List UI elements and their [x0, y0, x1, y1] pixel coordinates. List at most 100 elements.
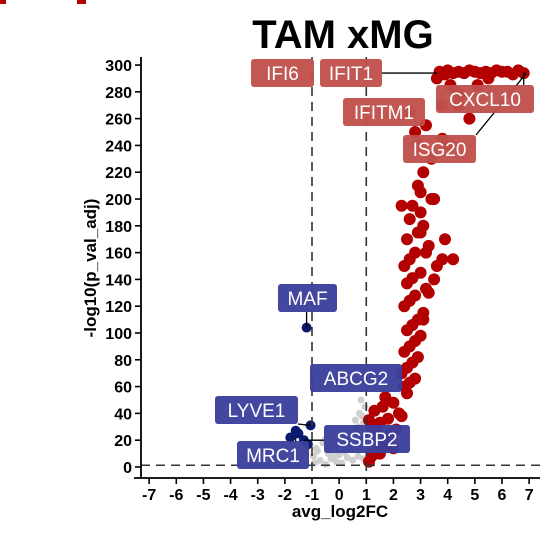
data-point-up: [401, 233, 413, 246]
data-point-ns: [309, 452, 317, 460]
gene-label-ifitm1: IFITM1: [354, 103, 414, 124]
gene-label-box-ifi6: [251, 59, 314, 87]
gene-label-lyve1: LYVE1: [228, 401, 286, 422]
y-tick-label: 180: [105, 219, 132, 236]
gene-label-mrc1: MRC1: [246, 446, 300, 467]
gene-label-box-mrc1: [237, 441, 309, 469]
chart-title: TAM xMG: [252, 13, 433, 57]
data-point-up: [428, 273, 441, 286]
x-axis-title: avg_log2FC: [292, 502, 388, 521]
y-tick-label: 100: [105, 326, 132, 343]
data-point-up: [447, 253, 460, 266]
data-point-up: [403, 213, 416, 226]
gene-label-ssbp2: SSBP2: [336, 430, 397, 451]
y-tick-label: 220: [105, 165, 132, 182]
data-point-ns: [361, 403, 369, 411]
data-point-ns: [335, 451, 343, 459]
data-point-up: [422, 286, 435, 299]
y-tick-label: 80: [114, 353, 132, 370]
cropped-red-mark: [0, 0, 6, 4]
y-tick-label: 40: [114, 406, 132, 423]
y-tick-label: 60: [114, 380, 132, 397]
x-tick-label: -7: [142, 487, 156, 504]
data-point-ns: [322, 460, 330, 468]
data-point-up: [409, 372, 422, 385]
gene-label-abcg2: ABCG2: [324, 369, 388, 390]
x-tick-label: -2: [278, 487, 292, 504]
data-point-up: [436, 253, 449, 266]
gene-label-ifi6: IFI6: [266, 64, 299, 85]
x-tick-label: -3: [251, 487, 265, 504]
gene-label-box-lyve1: [215, 396, 298, 424]
axes: 0204060801001201401601802002202402602803…: [105, 57, 540, 504]
data-point-ns: [312, 444, 320, 452]
gene-label-box-isg20: [403, 135, 476, 163]
data-point-up: [414, 329, 427, 342]
y-tick-label: 260: [105, 112, 132, 129]
data-point-ns: [332, 458, 340, 466]
data-point-up: [428, 193, 441, 205]
data-point-down: [290, 425, 301, 436]
x-tick-label: 2: [389, 487, 398, 504]
data-point-ns: [316, 456, 324, 464]
gene-label-box-ssbp2: [324, 425, 410, 453]
y-tick-label: 0: [123, 460, 132, 477]
data-point-up: [363, 414, 375, 427]
y-tick-label: 160: [105, 246, 132, 263]
data-point-up: [414, 226, 427, 239]
x-tick-label: -1: [305, 487, 319, 504]
cropped-red-mark-2: [77, 0, 86, 4]
y-tick-label: 300: [105, 58, 132, 75]
data-point-up: [395, 410, 408, 423]
gene-label-box-cxcl10: [436, 85, 534, 113]
data-point-ns: [351, 416, 359, 424]
gene-label-box-ifitm1: [343, 98, 425, 126]
gene-label-isg20: ISG20: [413, 140, 467, 161]
data-point-up: [414, 186, 427, 199]
data-point-ns: [343, 454, 351, 462]
data-point-up: [417, 166, 430, 179]
x-tick-label: -5: [196, 487, 210, 504]
x-tick-label: 7: [525, 487, 534, 504]
x-tick-label: -6: [169, 487, 183, 504]
x-tick-label: 4: [443, 487, 452, 504]
x-tick-label: 6: [498, 487, 507, 504]
gene-label-ifit1: IFIT1: [329, 64, 373, 85]
data-point-up: [379, 391, 392, 404]
y-tick-label: 200: [105, 192, 132, 209]
y-tick-label: 20: [114, 433, 132, 450]
x-tick-label: 1: [362, 487, 371, 504]
data-point-up: [382, 412, 394, 425]
data-point-up: [482, 72, 495, 85]
gene-label-box-maf: [278, 284, 337, 312]
y-axis-title: -log10(p_val_adj): [81, 199, 100, 338]
data-point-up: [417, 313, 430, 326]
x-tick-label: 5: [470, 487, 479, 504]
data-point-up: [439, 233, 451, 246]
data-point-up: [463, 112, 476, 125]
gene-label-box-abcg2: [310, 364, 402, 392]
data-point-ns: [349, 456, 357, 464]
data-point-up: [409, 246, 422, 259]
data-point-ns: [357, 396, 365, 404]
gene-label-cxcl10: CXCL10: [449, 90, 521, 111]
data-point-up: [409, 289, 422, 302]
data-point-up: [411, 351, 424, 364]
y-tick-label: 240: [105, 138, 132, 155]
threshold-lines: [141, 57, 540, 471]
data-point-up: [414, 206, 427, 219]
x-tick-label: 3: [416, 487, 425, 504]
y-tick-label: 140: [105, 272, 132, 289]
y-tick-label: 280: [105, 85, 132, 102]
data-point-ns: [330, 452, 338, 460]
x-tick-label: 0: [335, 487, 344, 504]
x-tick-label: -4: [223, 487, 237, 504]
data-point-up: [395, 199, 408, 212]
y-tick-label: 120: [105, 299, 132, 316]
data-point-up: [376, 400, 389, 413]
gene-label-maf: MAF: [287, 289, 327, 310]
data-point-down: [285, 432, 296, 443]
data-point-up: [420, 246, 432, 259]
data-point-ns: [354, 452, 362, 460]
